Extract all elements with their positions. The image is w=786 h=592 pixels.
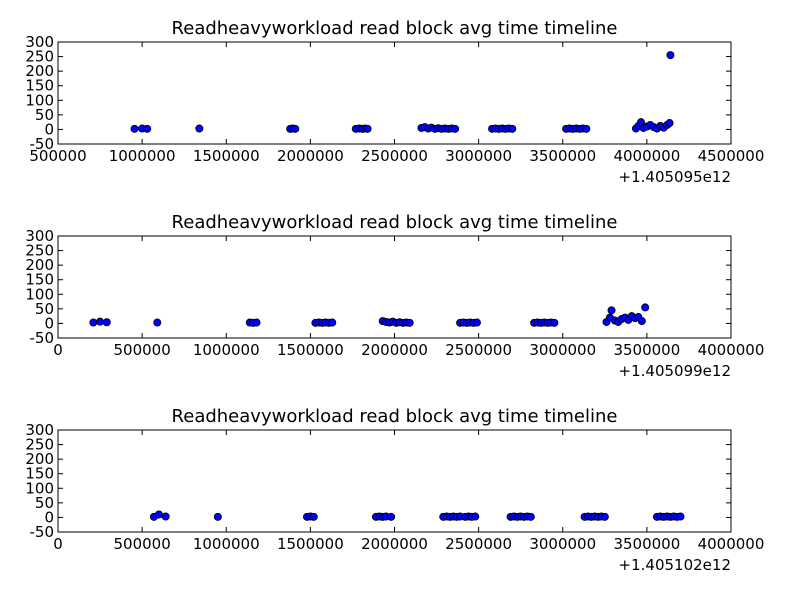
data-point — [363, 124, 372, 133]
subplot-2: Readheavyworkload read block avg time ti… — [25, 212, 764, 380]
y-tick-label: 100 — [25, 479, 54, 497]
x-tick-label: 2000000 — [361, 341, 428, 359]
y-tick-label: 200 — [25, 62, 54, 80]
data-point — [641, 303, 650, 312]
y-tick-label: 50 — [35, 494, 54, 512]
data-point — [89, 318, 98, 327]
y-tick-label: 50 — [35, 106, 54, 124]
data-point — [471, 512, 480, 521]
data-point — [213, 512, 222, 521]
chart-title: Readheavyworkload read block avg time ti… — [172, 18, 618, 39]
y-tick-label: 300 — [25, 33, 54, 51]
y-tick-label: 150 — [25, 77, 54, 95]
y-tick-label: 50 — [35, 300, 54, 318]
y-tick-label: 200 — [25, 256, 54, 274]
x-tick-label: 3500000 — [613, 341, 680, 359]
x-tick-label: 3500000 — [613, 535, 680, 553]
x-tick-label: 1000000 — [109, 147, 176, 165]
y-tick-label: -50 — [30, 523, 55, 541]
x-tick-label: 500000 — [113, 341, 170, 359]
data-point — [508, 124, 517, 133]
plot-frame — [57, 41, 732, 145]
y-tick-label: 200 — [25, 450, 54, 468]
y-tick-label: 150 — [25, 465, 54, 483]
y-tick-label: -50 — [30, 135, 55, 153]
data-point — [637, 317, 646, 326]
x-tick-label: 4000000 — [613, 147, 680, 165]
y-tick-label: 250 — [25, 242, 54, 260]
chart-title: Readheavyworkload read block avg time ti… — [172, 406, 618, 427]
data-point — [676, 512, 685, 521]
x-tick-label: 1000000 — [193, 341, 260, 359]
data-point — [161, 512, 170, 521]
data-point — [472, 318, 481, 327]
y-tick-label: 300 — [25, 421, 54, 439]
x-tick-label: 4000000 — [698, 535, 765, 553]
data-point — [665, 119, 674, 128]
y-tick-label: 300 — [25, 227, 54, 245]
x-tick-label: 1500000 — [277, 535, 344, 553]
y-tick-label: 250 — [25, 436, 54, 454]
x-tick-label: 2500000 — [445, 535, 512, 553]
data-point — [582, 124, 591, 133]
y-tick-label: 250 — [25, 48, 54, 66]
x-tick-label: 4000000 — [698, 341, 765, 359]
y-tick-label: 100 — [25, 91, 54, 109]
subplot-1: Readheavyworkload read block avg time ti… — [25, 18, 764, 186]
data-point — [252, 318, 261, 327]
x-offset-label: +1.405099e12 — [619, 362, 731, 380]
data-point — [309, 512, 318, 521]
x-tick-label: 3000000 — [529, 341, 596, 359]
data-point — [143, 124, 152, 133]
data-point — [154, 510, 163, 519]
x-tick-label: 2000000 — [277, 147, 344, 165]
y-tick-label: 100 — [25, 285, 54, 303]
x-tick-label: 500000 — [29, 147, 86, 165]
y-tick-label: 0 — [44, 314, 54, 332]
data-point — [607, 306, 616, 315]
data-point — [291, 124, 300, 133]
x-tick-label: 1500000 — [193, 147, 260, 165]
data-point — [526, 512, 535, 521]
y-tick-label: 0 — [44, 508, 54, 526]
data-point — [550, 318, 559, 327]
data-point — [387, 512, 396, 521]
x-tick-label: 2500000 — [361, 147, 428, 165]
x-tick-label: 1500000 — [277, 341, 344, 359]
chart-title: Readheavyworkload read block avg time ti… — [172, 212, 618, 233]
x-tick-label: 3000000 — [529, 535, 596, 553]
x-offset-label: +1.405095e12 — [619, 168, 731, 186]
x-tick-label: 3500000 — [529, 147, 596, 165]
data-point — [153, 318, 162, 327]
y-tick-label: 150 — [25, 271, 54, 289]
data-point — [328, 318, 337, 327]
data-point — [102, 318, 111, 327]
data-point — [96, 317, 105, 326]
data-point — [195, 124, 204, 133]
x-tick-label: 1000000 — [193, 535, 260, 553]
x-tick-label: 4500000 — [698, 147, 765, 165]
y-tick-label: -50 — [30, 329, 55, 347]
y-tick-label: 0 — [44, 120, 54, 138]
x-tick-label: 2000000 — [361, 535, 428, 553]
data-point — [405, 318, 414, 327]
data-point — [451, 124, 460, 133]
data-point — [130, 124, 139, 133]
x-tick-label: 2500000 — [445, 341, 512, 359]
data-point — [666, 51, 675, 60]
subplot-3: Readheavyworkload read block avg time ti… — [25, 406, 764, 574]
data-point — [600, 512, 609, 521]
x-offset-label: +1.405102e12 — [619, 556, 731, 574]
x-tick-label: 3000000 — [445, 147, 512, 165]
x-tick-label: 500000 — [113, 535, 170, 553]
x-tick-label: 0 — [53, 341, 63, 359]
x-tick-label: 0 — [53, 535, 63, 553]
